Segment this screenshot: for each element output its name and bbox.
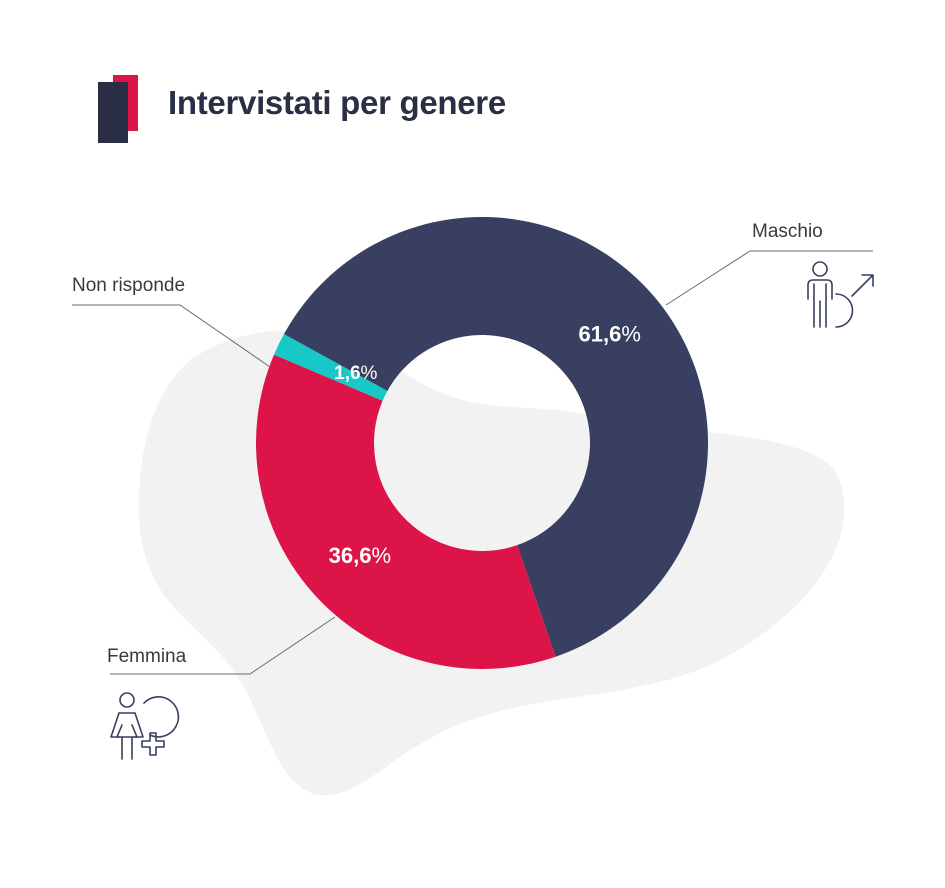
percent-labels: 61,6%36,6%1,6%: [329, 321, 641, 567]
percent-sign: %: [621, 321, 641, 346]
label-femmina: Femmina: [107, 646, 187, 667]
donut-slices: [256, 217, 708, 669]
label-non-risponde: Non risponde: [72, 275, 185, 296]
donut-slice-maschio: [283, 217, 708, 657]
percent-sign: %: [371, 543, 391, 568]
donut-slice-femmina: [256, 354, 556, 669]
percent-value: 61,6: [579, 321, 622, 346]
percent-label-maschio: 61,6%: [579, 321, 641, 346]
percent-sign: %: [361, 363, 378, 384]
male-person-icon: [807, 261, 874, 328]
percent-value: 1,6: [334, 363, 360, 384]
title-accent-dark: [98, 82, 128, 143]
leader-line-femmina: [110, 616, 336, 675]
percent-label-femmina: 36,6%: [329, 543, 391, 568]
leader-line-maschio: [665, 250, 873, 306]
leader-line-non-risponde: [72, 304, 271, 368]
percent-label-non-risponde: 1,6%: [334, 363, 377, 384]
female-person-icon: [110, 692, 180, 760]
label-maschio: Maschio: [752, 221, 823, 242]
donut-slice-non-risponde: [274, 334, 388, 401]
page-title: Intervistati per genere: [168, 84, 506, 121]
percent-value: 36,6: [329, 543, 372, 568]
